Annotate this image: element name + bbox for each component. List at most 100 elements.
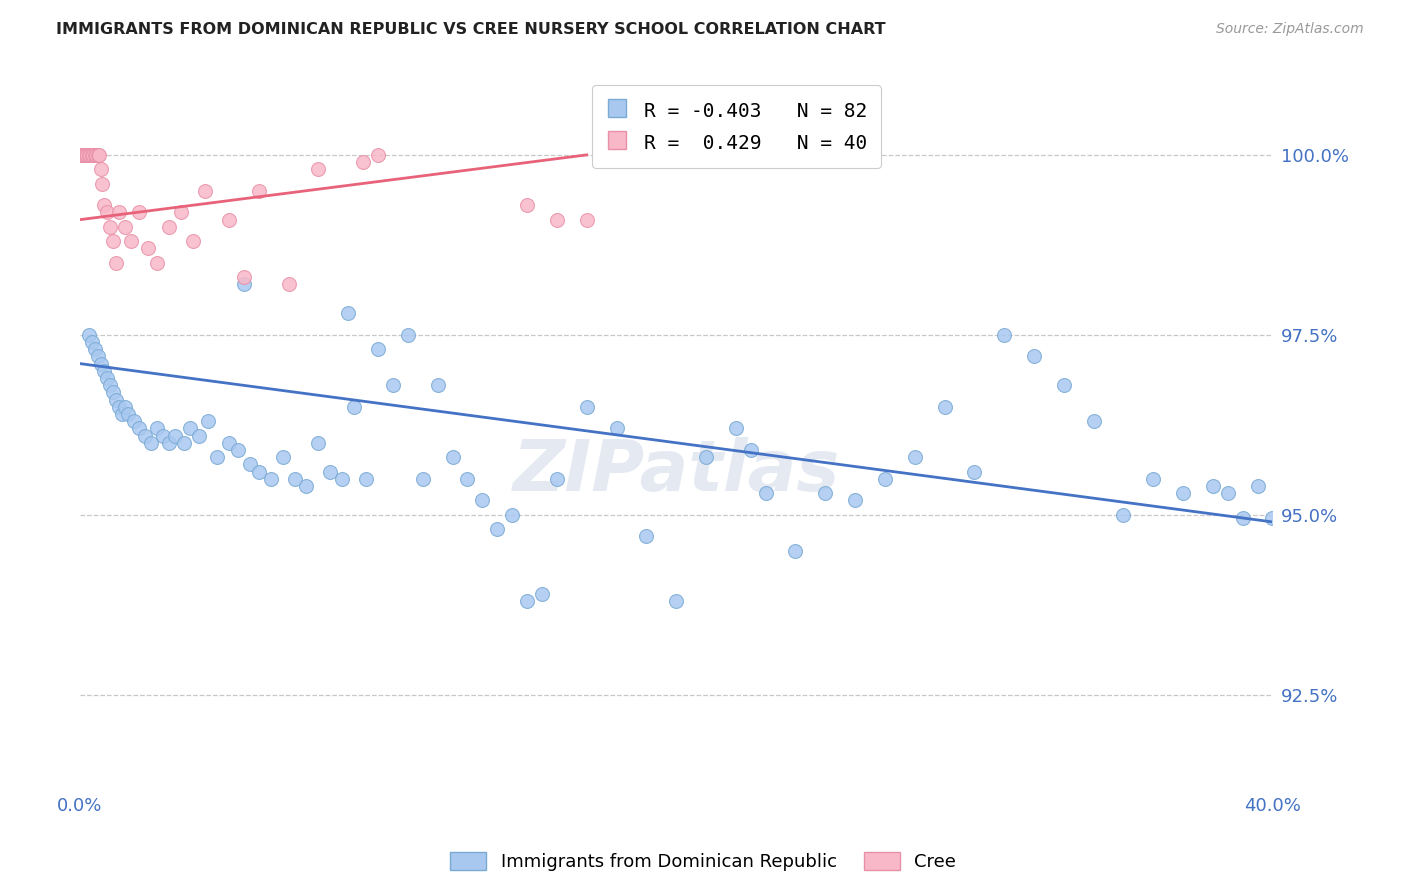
Point (80, 148, 103, 162)
Point (87, 350, 110, 364)
Text: ZIPatlas: ZIPatlas (513, 437, 839, 506)
Point (226, 442, 249, 457)
Point (114, 219, 136, 234)
Point (516, 198, 538, 212)
Point (232, 277, 254, 292)
Point (904, 450, 927, 465)
Point (83, 148, 105, 162)
Point (343, 400, 366, 414)
Point (188, 428, 211, 442)
Point (104, 256, 127, 270)
Point (146, 256, 169, 270)
Point (1216, 486, 1239, 500)
Point (1112, 508, 1135, 522)
Point (170, 205, 193, 219)
Point (516, 594, 538, 608)
Point (530, 587, 553, 601)
Point (90, 162, 112, 177)
Point (546, 472, 568, 486)
Text: IMMIGRANTS FROM DOMINICAN REPUBLIC VS CREE NURSERY SCHOOL CORRELATION CHART: IMMIGRANTS FROM DOMINICAN REPUBLIC VS CR… (56, 22, 886, 37)
Point (96, 371, 118, 385)
Point (1171, 486, 1194, 500)
Point (412, 472, 434, 486)
Point (181, 234, 204, 248)
Point (107, 205, 129, 219)
Point (93, 364, 115, 378)
Point (89, 148, 111, 162)
Point (101, 234, 124, 248)
Point (441, 450, 464, 465)
Point (575, 400, 598, 414)
Legend: R = -0.403   N = 82, R =  0.429   N = 40: R = -0.403 N = 82, R = 0.429 N = 40 (592, 86, 882, 168)
Point (77, 148, 100, 162)
Point (157, 435, 180, 450)
Point (107, 400, 129, 414)
Point (205, 450, 228, 465)
Point (90, 357, 112, 371)
Point (117, 407, 139, 421)
Point (755, 486, 778, 500)
Point (232, 270, 254, 285)
Point (83, 342, 105, 356)
Point (1083, 414, 1105, 428)
Point (98, 378, 121, 392)
Point (79, 148, 101, 162)
Point (993, 327, 1015, 342)
Point (70, 148, 93, 162)
Point (283, 472, 305, 486)
Point (218, 435, 240, 450)
Point (146, 421, 169, 435)
Point (330, 472, 353, 486)
Point (934, 400, 956, 414)
Point (381, 378, 404, 392)
Point (1142, 472, 1164, 486)
Point (120, 234, 142, 248)
Point (665, 594, 688, 608)
Point (814, 486, 837, 500)
Point (101, 385, 124, 400)
Point (1232, 511, 1254, 525)
Point (1246, 479, 1268, 493)
Point (606, 421, 628, 435)
Point (80, 334, 103, 349)
Point (128, 205, 150, 219)
Point (84, 148, 107, 162)
Point (575, 212, 598, 227)
Point (271, 450, 294, 465)
Point (247, 184, 270, 198)
Point (319, 465, 342, 479)
Point (546, 212, 568, 227)
Point (91, 177, 114, 191)
Point (165, 428, 187, 442)
Point (134, 428, 156, 442)
Point (367, 148, 389, 162)
Point (1053, 378, 1076, 392)
Point (122, 414, 145, 428)
Point (76, 148, 98, 162)
Point (141, 435, 163, 450)
Point (114, 400, 136, 414)
Point (128, 421, 150, 435)
Point (277, 277, 299, 292)
Point (75, 148, 97, 162)
Point (110, 407, 132, 421)
Point (426, 378, 449, 392)
Point (72, 148, 94, 162)
Text: Source: ZipAtlas.com: Source: ZipAtlas.com (1216, 22, 1364, 37)
Point (218, 212, 240, 227)
Point (307, 435, 329, 450)
Point (636, 529, 658, 543)
Point (82, 148, 104, 162)
Point (396, 327, 419, 342)
Point (337, 306, 360, 320)
Point (367, 342, 389, 356)
Point (963, 465, 986, 479)
Point (260, 472, 283, 486)
Point (239, 458, 262, 472)
Point (501, 508, 523, 522)
Point (1261, 511, 1284, 525)
Point (486, 522, 509, 536)
Point (1022, 350, 1045, 364)
Point (96, 205, 118, 219)
Point (138, 242, 160, 256)
